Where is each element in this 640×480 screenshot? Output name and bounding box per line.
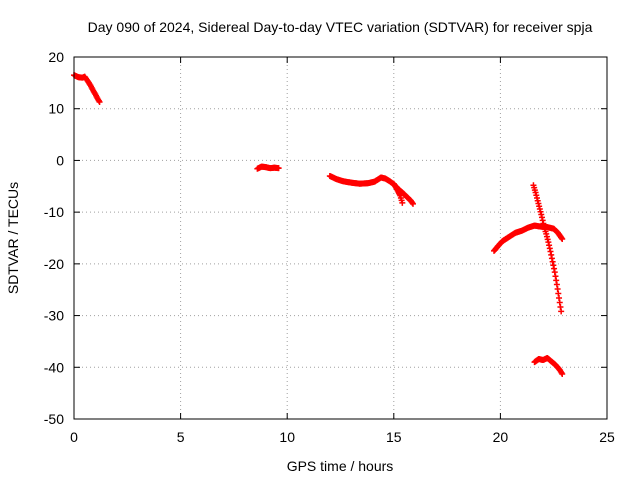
data-series-segment <box>491 222 566 254</box>
axis-ticks: 0 5 10 15 20 25 20 10 0 -10 -20 -30 -40 -50 <box>44 49 615 445</box>
y-axis-title: SDTVAR / TECUs <box>5 182 21 294</box>
y-tick-label: -10 <box>44 204 64 220</box>
data-series-segment <box>71 72 103 105</box>
data-series-segment <box>390 180 406 206</box>
x-tick-label: 0 <box>70 429 78 445</box>
x-tick-label: 20 <box>493 429 509 445</box>
data-series-segment <box>254 163 282 172</box>
x-axis-title: GPS time / hours <box>287 458 394 474</box>
data-point-marker <box>559 371 566 378</box>
data-point-marker <box>275 165 282 172</box>
y-tick-label: 10 <box>48 101 64 117</box>
data-point-marker <box>96 98 103 105</box>
x-tick-label: 25 <box>599 429 615 445</box>
data-series-segment <box>530 182 565 315</box>
data-point-marker <box>409 200 416 207</box>
data-point-marker <box>559 236 566 243</box>
grid-lines <box>74 57 607 419</box>
y-tick-label: 0 <box>56 152 64 168</box>
data-point-marker <box>399 199 406 206</box>
x-tick-label: 10 <box>279 429 295 445</box>
x-tick-label: 5 <box>177 429 185 445</box>
chart-title: Day 090 of 2024, Sidereal Day-to-day VTE… <box>88 19 593 35</box>
y-tick-label: 20 <box>48 49 64 65</box>
y-tick-label: -40 <box>44 359 64 375</box>
data-point-marker <box>558 308 565 315</box>
data-series-segment <box>326 172 416 207</box>
data-points <box>71 72 566 378</box>
y-tick-label: -50 <box>44 411 64 427</box>
y-tick-label: -20 <box>44 256 64 272</box>
x-tick-label: 15 <box>386 429 402 445</box>
y-tick-label: -30 <box>44 308 64 324</box>
data-series-segment <box>531 354 566 378</box>
plot-frame <box>73 56 608 420</box>
